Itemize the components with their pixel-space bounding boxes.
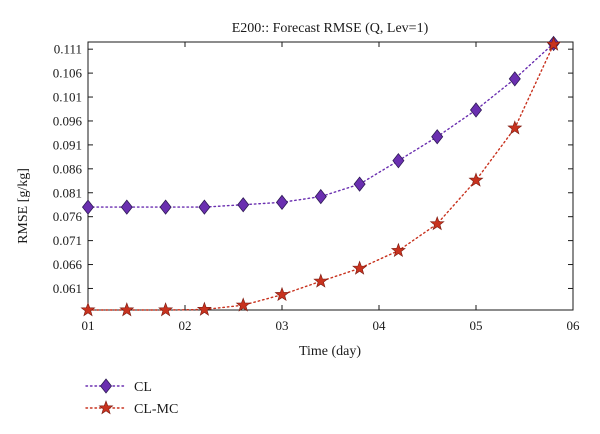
chart-title: E200:: Forecast RMSE (Q, Lev=1) xyxy=(232,21,429,36)
data-point-star xyxy=(158,302,174,317)
data-point-star xyxy=(274,286,290,302)
legend-label: CL xyxy=(134,380,152,395)
data-point-diamond xyxy=(81,199,95,215)
y-tick-labels: 0.061 0.066 0.071 0.076 0.081 0.086 0.091 0.096… xyxy=(53,42,83,296)
tick-marks xyxy=(87,42,574,310)
y-tick-label: 0.081 xyxy=(53,185,82,200)
legend-item: CL xyxy=(85,378,152,395)
data-point-star xyxy=(429,215,445,231)
series-line xyxy=(87,43,555,311)
data-point-diamond xyxy=(120,199,133,215)
legend-label: CL-MC xyxy=(134,402,178,417)
series-cl-mc xyxy=(80,36,562,317)
data-point-diamond xyxy=(469,102,483,118)
data-point-star xyxy=(235,297,251,312)
data-point-diamond xyxy=(275,194,289,210)
data-point-star xyxy=(390,242,406,258)
legend: CL CL-MC xyxy=(85,378,178,417)
data-point-diamond xyxy=(198,199,211,215)
x-tick-label: 04 xyxy=(373,318,387,333)
x-tick-label: 01 xyxy=(82,318,95,333)
x-tick-label: 02 xyxy=(179,318,192,333)
y-tick-label: 0.111 xyxy=(54,42,82,57)
x-tick-labels: 01 02 03 04 05 06 xyxy=(82,318,581,333)
y-tick-label: 0.091 xyxy=(53,137,82,152)
x-tick-label: 03 xyxy=(276,318,289,333)
data-point-diamond xyxy=(314,188,327,205)
data-point-star xyxy=(196,301,212,316)
data-point-diamond xyxy=(392,153,405,169)
data-point-star xyxy=(507,120,523,135)
x-axis-label: Time (day) xyxy=(299,344,361,359)
series-line xyxy=(87,42,555,208)
y-tick-label: 0.076 xyxy=(53,209,83,224)
data-point-diamond xyxy=(237,197,250,213)
y-tick-label: 0.106 xyxy=(53,66,83,81)
data-point-diamond xyxy=(508,71,521,87)
x-tick-label: 06 xyxy=(567,318,581,333)
x-tick-label: 05 xyxy=(470,318,483,333)
y-tick-label: 0.061 xyxy=(53,281,82,296)
y-axis-label: RMSE [g/kg] xyxy=(16,168,31,244)
legend-item: CL-MC xyxy=(85,400,178,417)
data-point-star xyxy=(468,172,484,187)
legend-marker-star xyxy=(98,400,114,415)
y-tick-label: 0.071 xyxy=(53,233,82,248)
data-point-star xyxy=(80,302,96,317)
y-tick-label: 0.096 xyxy=(53,113,83,128)
series-layer xyxy=(80,35,562,317)
data-point-star xyxy=(313,273,329,288)
plot-area xyxy=(87,41,574,311)
data-point-diamond xyxy=(431,129,444,145)
y-tick-label: 0.086 xyxy=(53,161,83,176)
data-point-star xyxy=(546,36,562,51)
series-cl xyxy=(81,35,560,215)
data-point-star xyxy=(352,260,368,275)
y-tick-label: 0.101 xyxy=(53,90,82,105)
data-point-diamond xyxy=(159,199,172,215)
y-tick-label: 0.066 xyxy=(53,257,83,272)
legend-marker-diamond xyxy=(99,378,113,394)
data-point-star xyxy=(119,302,135,317)
data-point-diamond xyxy=(353,176,366,192)
